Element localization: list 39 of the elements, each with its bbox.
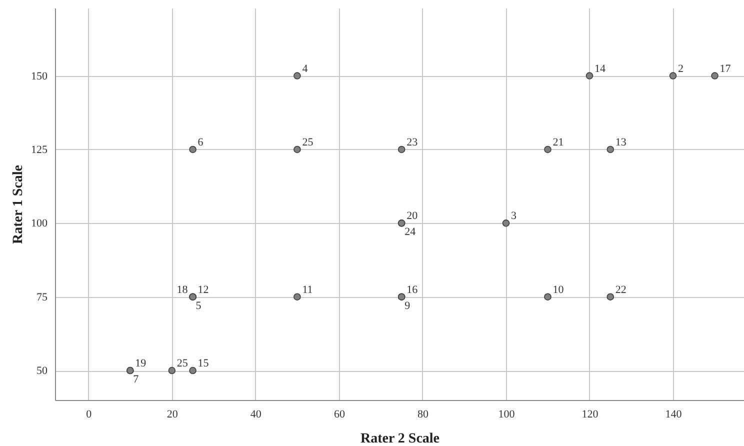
annotation: 3 bbox=[510, 210, 517, 222]
x-tick-label: 40 bbox=[250, 408, 262, 420]
x-tick-label: 100 bbox=[498, 408, 516, 420]
x-axis-title: Rater 2 Scale bbox=[360, 432, 440, 446]
annotation: 25 bbox=[176, 358, 188, 370]
annotation: 19 bbox=[135, 358, 147, 370]
x-tick-label: 60 bbox=[334, 408, 346, 420]
x-tick-label: 20 bbox=[166, 408, 178, 420]
annotation: 5 bbox=[196, 300, 202, 312]
annotation: 21 bbox=[552, 136, 564, 148]
y-axis-title: Rater 1 Scale bbox=[11, 164, 26, 244]
y-tick-label: 50 bbox=[36, 365, 48, 378]
annotation: 10 bbox=[552, 284, 564, 296]
annotation: 14 bbox=[594, 62, 606, 75]
x-tick-label: 120 bbox=[582, 408, 599, 420]
annotation: 12 bbox=[198, 284, 209, 296]
x-tick-label: 140 bbox=[665, 408, 682, 420]
y-tick-label: 150 bbox=[31, 70, 48, 82]
annotation: 23 bbox=[406, 136, 418, 148]
annotation: 25 bbox=[302, 136, 314, 148]
annotation: 15 bbox=[198, 358, 210, 370]
annotation: 4 bbox=[302, 62, 308, 75]
annotation: 9 bbox=[404, 300, 411, 312]
x-tick-label: 80 bbox=[417, 408, 429, 420]
y-tick-label: 125 bbox=[31, 144, 48, 156]
annotation: 7 bbox=[133, 374, 140, 386]
annotation: 6 bbox=[198, 136, 204, 148]
annotation: 20 bbox=[406, 210, 418, 222]
x-tick-label: 0 bbox=[86, 408, 92, 420]
annotation: 17 bbox=[720, 62, 732, 75]
annotation: 13 bbox=[615, 136, 627, 148]
y-tick-label: 75 bbox=[36, 291, 48, 304]
annotation: 22 bbox=[615, 284, 626, 296]
annotation: 18 bbox=[176, 284, 188, 296]
annotation: 16 bbox=[406, 284, 418, 296]
annotation: 24 bbox=[404, 226, 416, 238]
y-tick-label: 100 bbox=[31, 218, 48, 230]
annotation: 11 bbox=[302, 284, 313, 296]
annotation: 2 bbox=[678, 62, 684, 75]
